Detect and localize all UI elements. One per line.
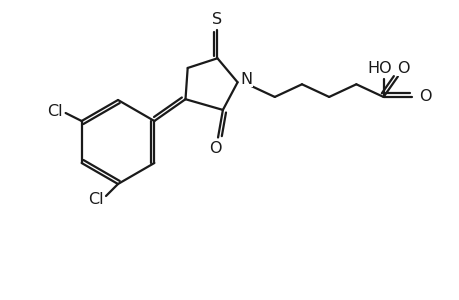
Text: HO: HO [366, 61, 391, 76]
Text: Cl: Cl [47, 103, 62, 118]
Text: O: O [396, 61, 408, 76]
Text: N: N [240, 72, 252, 87]
Text: Cl: Cl [88, 193, 104, 208]
Text: O: O [208, 141, 221, 156]
Text: S: S [212, 12, 222, 27]
Text: O: O [419, 89, 431, 104]
